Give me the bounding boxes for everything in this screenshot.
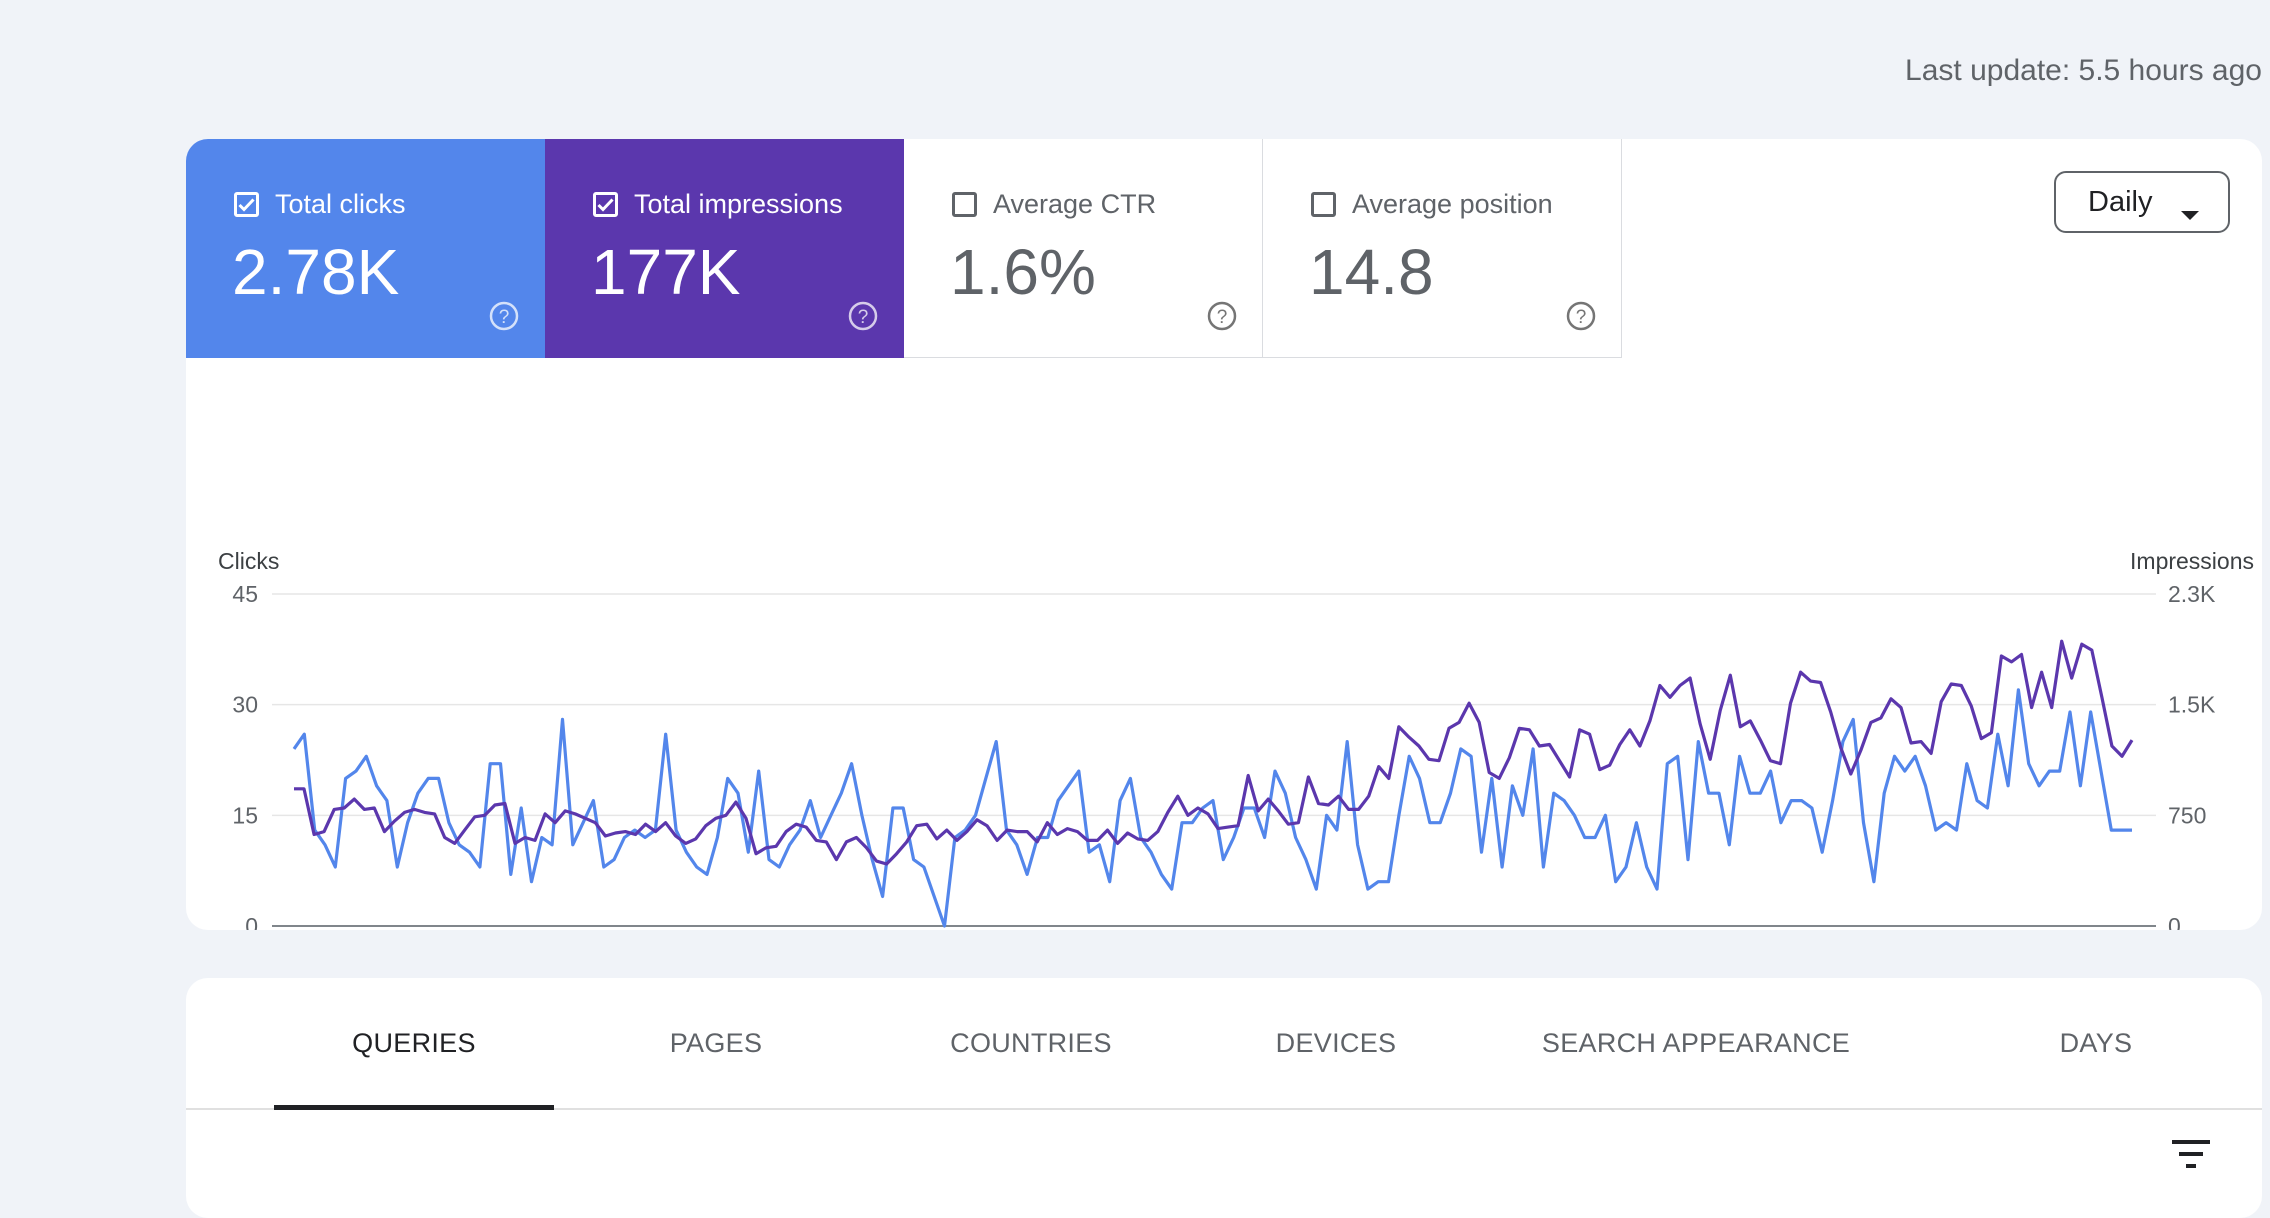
granularity-dropdown[interactable]: Daily	[2054, 171, 2230, 233]
y-tick-right: 0	[2168, 913, 2181, 930]
metric-total-clicks[interactable]: Total clicks 2.78K ?	[186, 139, 545, 358]
svg-text:?: ?	[858, 307, 869, 328]
metric-cards: Total clicks 2.78K ? Total impressions 1…	[186, 139, 1622, 358]
y-axis-left-label: Clicks	[218, 548, 279, 574]
metric-value: 14.8	[1309, 236, 1434, 308]
y-axis-right-label: Impressions	[2130, 548, 2254, 574]
svg-text:?: ?	[499, 307, 510, 328]
metric-total-impressions[interactable]: Total impressions 177K ?	[545, 139, 904, 358]
tab-bar: QUERIES PAGES COUNTRIES DEVICES SEARCH A…	[186, 978, 2262, 1110]
series-line-clicks	[292, 688, 2132, 928]
performance-card: Total clicks 2.78K ? Total impressions 1…	[186, 139, 2262, 930]
y-tick-left: 0	[245, 913, 258, 930]
tab-days[interactable]: DAYS	[2059, 1027, 2133, 1058]
metric-average-ctr[interactable]: Average CTR 1.6% ?	[904, 139, 1263, 358]
tab-queries[interactable]: QUERIES	[274, 978, 554, 1110]
metric-value: 177K	[591, 236, 741, 308]
y-tick-right: 2.3K	[2168, 581, 2216, 607]
metric-label: Average position	[1352, 189, 1553, 219]
help-icon[interactable]: ?	[847, 300, 879, 337]
tab-search-appearance[interactable]: SEARCH APPEARANCE	[1541, 1027, 1851, 1058]
performance-chart: ClicksImpressions0015750301.5K452.3K1/21…	[218, 548, 2254, 930]
y-tick-right: 1.5K	[2168, 692, 2216, 718]
svg-text:?: ?	[1217, 307, 1228, 328]
checkbox-checked-icon[interactable]	[234, 192, 259, 217]
metric-label: Total clicks	[275, 189, 406, 219]
metric-average-position[interactable]: Average position 14.8 ?	[1263, 139, 1622, 358]
tab-pages[interactable]: PAGES	[669, 1027, 763, 1058]
help-icon[interactable]: ?	[488, 300, 520, 337]
dropdown-value: Daily	[2088, 185, 2153, 218]
y-tick-right: 750	[2168, 802, 2206, 828]
metric-value: 2.78K	[232, 236, 400, 308]
tab-countries[interactable]: COUNTRIES	[950, 1027, 1112, 1058]
dimension-tabs-card: QUERIES PAGES COUNTRIES DEVICES SEARCH A…	[186, 978, 2262, 1218]
filter-icon[interactable]	[2172, 1140, 2210, 1173]
checkbox-unchecked-icon[interactable]	[1311, 192, 1336, 217]
metric-label: Total impressions	[634, 189, 843, 219]
y-tick-left: 15	[232, 802, 258, 828]
tab-devices[interactable]: DEVICES	[1275, 1027, 1397, 1058]
y-tick-left: 30	[232, 692, 258, 718]
checkbox-unchecked-icon[interactable]	[952, 192, 977, 217]
caret-down-icon	[2180, 197, 2200, 230]
help-icon[interactable]: ?	[1565, 300, 1597, 337]
checkbox-checked-icon[interactable]	[593, 192, 618, 217]
y-tick-left: 45	[232, 581, 258, 607]
metric-label: Average CTR	[993, 189, 1157, 219]
metric-value: 1.6%	[950, 236, 1096, 308]
last-update: Last update: 5.5 hours ago	[1905, 54, 2262, 87]
svg-text:?: ?	[1576, 307, 1587, 328]
series-line-impressions	[294, 639, 2134, 866]
help-icon[interactable]: ?	[1206, 300, 1238, 337]
